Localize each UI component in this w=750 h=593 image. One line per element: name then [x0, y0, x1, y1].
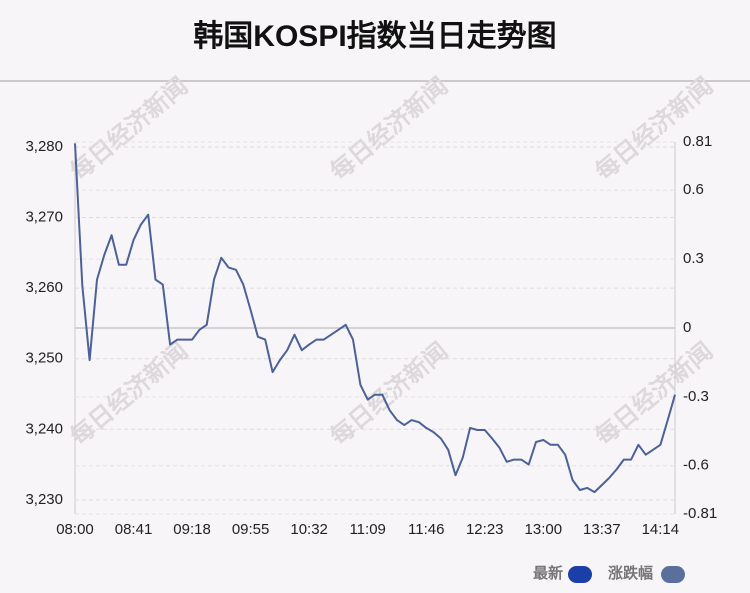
y2-tick-label: 0.6 [683, 181, 704, 198]
y-tick-label: 3,280 [25, 138, 63, 155]
legend-swatch [568, 566, 592, 583]
y2-tick-label: -0.81 [683, 505, 717, 522]
x-tick-label: 13:37 [583, 521, 621, 538]
legend-label: 涨跌幅 [608, 564, 653, 582]
y2-tick-label: 0.81 [683, 133, 712, 150]
x-tick-label: 10:32 [290, 521, 328, 538]
legend-swatch [661, 566, 685, 583]
x-tick-label: 09:18 [173, 521, 211, 538]
chart-title: 韩国KOSPI指数当日走势图 [193, 20, 556, 53]
x-tick-label: 08:41 [115, 521, 153, 538]
x-tick-label: 08:00 [56, 521, 94, 538]
y-tick-label: 3,240 [25, 420, 63, 437]
x-tick-label: 09:55 [232, 521, 270, 538]
y-tick-label: 3,270 [25, 208, 63, 225]
y2-tick-label: 0 [683, 319, 691, 336]
y-tick-label: 3,230 [25, 491, 63, 508]
x-tick-label: 14:14 [642, 521, 680, 538]
x-tick-label: 12:23 [466, 521, 504, 538]
y-tick-label: 3,250 [25, 350, 63, 367]
y2-tick-label: -0.3 [683, 388, 709, 405]
legend-label: 最新 [533, 564, 563, 582]
y2-tick-label: 0.3 [683, 250, 704, 267]
y-tick-label: 3,260 [25, 279, 63, 296]
y2-tick-label: -0.6 [683, 457, 709, 474]
x-tick-label: 11:09 [349, 521, 385, 538]
x-tick-label: 13:00 [525, 521, 563, 538]
price-line [74, 143, 676, 494]
x-tick-label: 11:46 [408, 521, 444, 538]
